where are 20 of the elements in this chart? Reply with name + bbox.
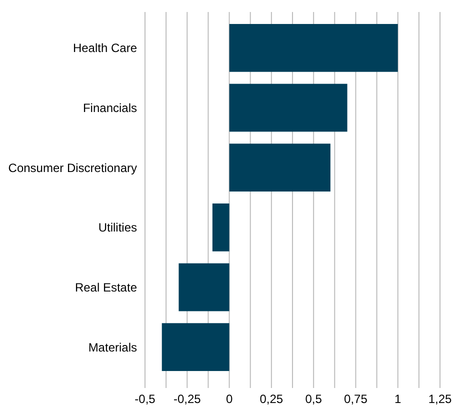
bar xyxy=(162,323,230,372)
y-tick-label: Utilities xyxy=(98,220,137,235)
x-tick-label: -0,25 xyxy=(173,392,202,406)
y-tick-label: Consumer Discretionary xyxy=(8,160,137,175)
bar xyxy=(229,144,330,192)
x-tick-label: 0,25 xyxy=(260,392,284,406)
y-tick-label: Health Care xyxy=(72,41,138,56)
y-tick-label: Real Estate xyxy=(74,280,138,294)
x-tick-label: 0,75 xyxy=(344,392,368,406)
x-tick-label: 1,25 xyxy=(428,392,452,406)
x-tick-label: -0,5 xyxy=(134,392,156,406)
y-tick-label: Materials xyxy=(88,340,137,354)
x-tick-label: 0 xyxy=(226,392,233,406)
x-tick-label: 1 xyxy=(394,392,402,406)
bar xyxy=(229,84,348,132)
x-tick-label: 0,5 xyxy=(305,392,322,406)
bar xyxy=(212,203,230,252)
bar xyxy=(178,263,230,312)
bar xyxy=(229,24,398,72)
y-tick-label: Financials xyxy=(82,100,137,115)
